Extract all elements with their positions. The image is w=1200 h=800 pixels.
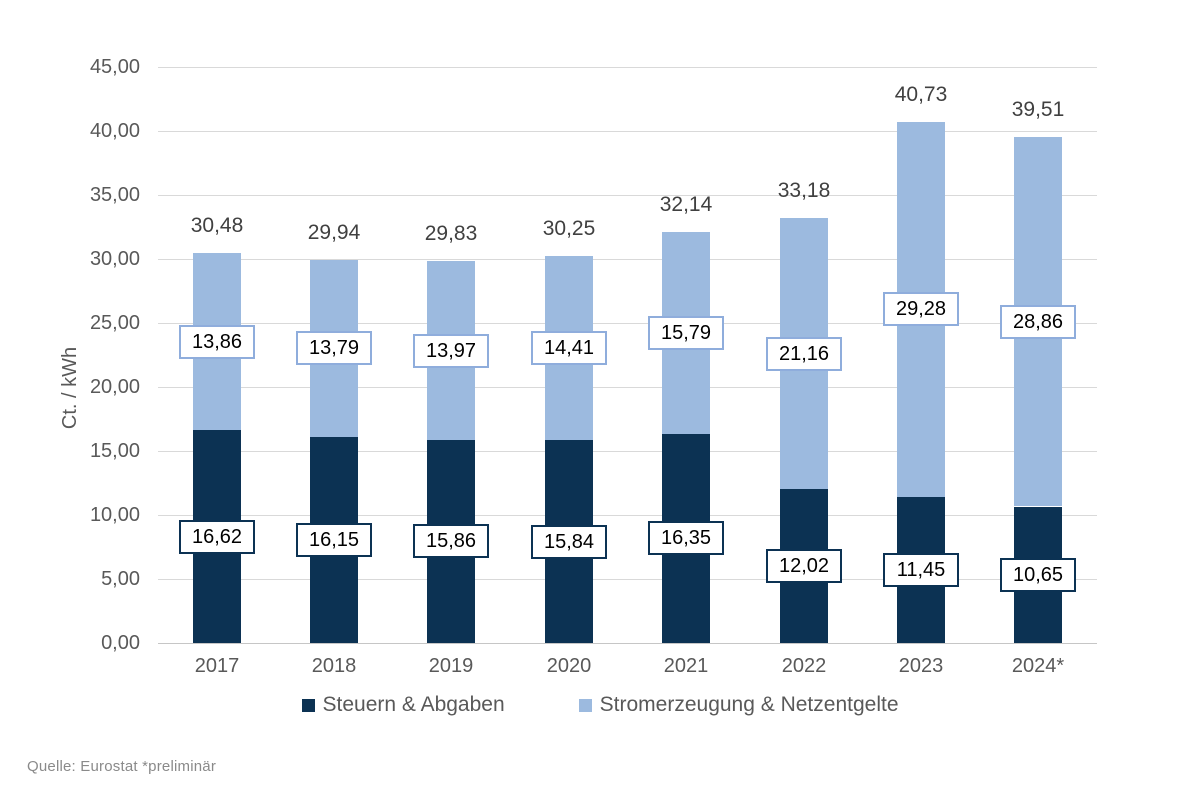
y-tick-label-40: 40,00 bbox=[89, 120, 140, 142]
total-label-2024*: 39,51 bbox=[1011, 98, 1065, 121]
gridline-40 bbox=[158, 131, 1097, 132]
y-tick-label-10: 10,00 bbox=[89, 504, 140, 526]
total-label-2023: 40,73 bbox=[894, 83, 948, 106]
x-tick-label-2019: 2019 bbox=[428, 655, 474, 677]
total-label-2021: 32,14 bbox=[659, 193, 713, 216]
gridline-25 bbox=[158, 323, 1097, 324]
total-label-2017: 30,48 bbox=[190, 214, 244, 237]
total-label-2018: 29,94 bbox=[307, 221, 361, 244]
gridline-10 bbox=[158, 515, 1097, 516]
x-tick-label-2017: 2017 bbox=[194, 655, 240, 677]
y-tick-label-30: 30,00 bbox=[89, 248, 140, 270]
value-label-stromerzeugung-2018: 13,79 bbox=[296, 331, 372, 365]
legend-label-stromerzeugung-netzentgelte: Stromerzeugung & Netzentgelte bbox=[599, 693, 899, 716]
value-label-stromerzeugung-2022: 21,16 bbox=[766, 337, 842, 371]
legend: Steuern & Abgaben Stromerzeugung & Netze… bbox=[0, 693, 1200, 717]
source-note: Quelle: Eurostat *preliminär bbox=[27, 758, 217, 775]
y-tick-label-20: 20,00 bbox=[89, 376, 140, 398]
value-label-stromerzeugung-2019: 13,97 bbox=[413, 334, 489, 368]
total-label-2020: 30,25 bbox=[542, 217, 596, 240]
y-tick-label-35: 35,00 bbox=[89, 184, 140, 206]
x-tick-label-2024*: 2024* bbox=[1011, 655, 1065, 677]
y-tick-label-15: 15,00 bbox=[89, 440, 140, 462]
y-tick-label-25: 25,00 bbox=[89, 312, 140, 334]
y-tick-label-45: 45,00 bbox=[89, 56, 140, 78]
gridline-30 bbox=[158, 259, 1097, 260]
value-label-steuern-2017: 16,62 bbox=[179, 520, 255, 554]
legend-swatch-stromerzeugung-netzentgelte bbox=[578, 698, 592, 712]
value-label-steuern-2023: 11,45 bbox=[883, 553, 959, 587]
y-tick-label-0: 0,00 bbox=[101, 632, 140, 654]
value-label-steuern-2024*: 10,65 bbox=[1000, 558, 1076, 592]
value-label-stromerzeugung-2024*: 28,86 bbox=[1000, 305, 1076, 339]
value-label-stromerzeugung-2017: 13,86 bbox=[179, 325, 255, 359]
gridline-20 bbox=[158, 387, 1097, 388]
value-label-steuern-2018: 16,15 bbox=[296, 523, 372, 557]
x-tick-label-2018: 2018 bbox=[311, 655, 357, 677]
y-tick-label-5: 5,00 bbox=[101, 568, 140, 590]
x-tick-label-2021: 2021 bbox=[663, 655, 709, 677]
legend-item-steuern-abgaben: Steuern & Abgaben bbox=[301, 693, 505, 717]
gridline-15 bbox=[158, 451, 1097, 452]
legend-label-steuern-abgaben: Steuern & Abgaben bbox=[322, 693, 505, 716]
x-tick-label-2020: 2020 bbox=[546, 655, 592, 677]
x-tick-label-2023: 2023 bbox=[898, 655, 944, 677]
total-label-2022: 33,18 bbox=[777, 179, 831, 202]
gridline-35 bbox=[158, 195, 1097, 196]
value-label-stromerzeugung-2021: 15,79 bbox=[648, 316, 724, 350]
x-axis-line bbox=[158, 643, 1097, 644]
value-label-steuern-2019: 15,86 bbox=[413, 524, 489, 558]
total-label-2019: 29,83 bbox=[424, 222, 478, 245]
value-label-steuern-2022: 12,02 bbox=[766, 549, 842, 583]
value-label-steuern-2020: 15,84 bbox=[531, 525, 607, 559]
legend-swatch-steuern-abgaben bbox=[301, 698, 315, 712]
value-label-stromerzeugung-2020: 14,41 bbox=[531, 331, 607, 365]
value-label-steuern-2021: 16,35 bbox=[648, 521, 724, 555]
x-tick-label-2022: 2022 bbox=[781, 655, 827, 677]
legend-item-stromerzeugung-netzentgelte: Stromerzeugung & Netzentgelte bbox=[578, 693, 899, 717]
value-label-stromerzeugung-2023: 29,28 bbox=[883, 292, 959, 326]
gridline-45 bbox=[158, 67, 1097, 68]
gridline-5 bbox=[158, 579, 1097, 580]
